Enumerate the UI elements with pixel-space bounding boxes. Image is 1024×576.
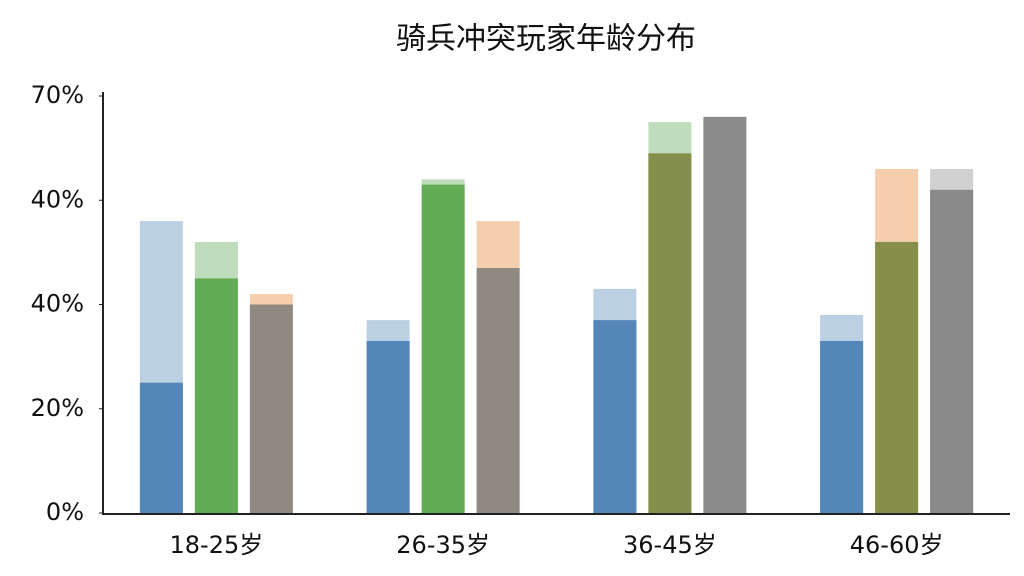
x-tick-label: 18-25岁 <box>170 531 264 559</box>
y-tick-label: 40% <box>31 290 84 318</box>
y-tick-label: 70% <box>31 81 84 109</box>
bar <box>476 268 520 513</box>
bar <box>249 304 293 513</box>
bar <box>421 184 465 514</box>
y-tick-label: 0% <box>46 498 84 526</box>
bar <box>875 241 919 513</box>
bar <box>194 278 238 513</box>
y-tick-label: 40% <box>31 185 84 213</box>
bar <box>648 153 692 513</box>
bar <box>366 340 410 513</box>
x-tick-label: 26-35岁 <box>396 531 490 559</box>
bar <box>703 116 747 513</box>
y-tick-label: 20% <box>31 394 84 422</box>
bar <box>593 320 637 513</box>
bar <box>930 189 974 513</box>
chart-title: 骑兵冲突玩家年龄分布 <box>396 22 696 57</box>
x-tick-label: 46-60岁 <box>850 531 944 559</box>
x-tick-label: 36-45岁 <box>623 531 717 559</box>
bar <box>820 340 864 513</box>
bar <box>139 382 183 513</box>
